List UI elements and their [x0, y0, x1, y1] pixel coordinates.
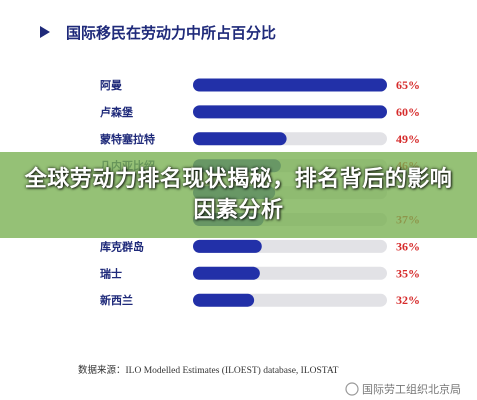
title-arrow-icon	[40, 26, 50, 38]
category-label: 蒙特塞拉特	[100, 132, 155, 146]
bar	[193, 105, 387, 119]
category-label: 新西兰	[100, 293, 133, 307]
bar	[193, 239, 262, 253]
value-label: 36%	[396, 239, 420, 253]
category-label: 库克群岛	[100, 239, 144, 253]
value-label: 60%	[396, 105, 420, 119]
bar	[193, 266, 260, 280]
source-note: 数据来源：ILO Modelled Estimates (ILOEST) dat…	[78, 364, 339, 376]
value-label: 32%	[396, 293, 420, 307]
value-label: 49%	[396, 132, 420, 146]
watermark-text: 国际劳工组织北京局	[362, 382, 461, 396]
watermark: 国际劳工组织北京局	[345, 382, 461, 396]
headline-banner: 全球劳动力排名现状揭秘，排名背后的影响因素分析	[0, 152, 477, 238]
category-label: 瑞士	[100, 266, 122, 280]
chart-title: 国际移民在劳动力中所占百分比	[66, 24, 276, 42]
value-label: 35%	[396, 266, 420, 280]
bar	[193, 132, 287, 146]
category-label: 阿曼	[100, 78, 122, 92]
category-label: 卢森堡	[100, 105, 133, 119]
bar	[193, 78, 387, 92]
headline-text: 全球劳动力排名现状揭秘，排名背后的影响因素分析	[24, 167, 453, 223]
value-label: 65%	[396, 78, 420, 92]
watermark-logo-icon	[345, 382, 359, 396]
bar	[193, 293, 255, 307]
